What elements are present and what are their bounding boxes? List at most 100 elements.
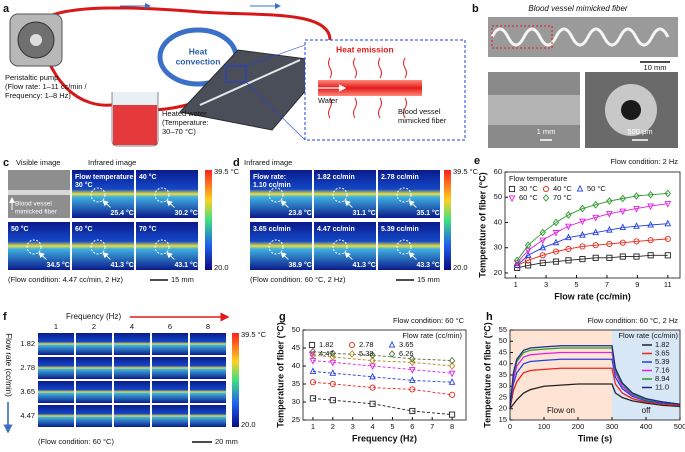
panel-letter: a [3, 3, 10, 15]
tile-label: 1.82 cc/min [317, 174, 355, 181]
marker [539, 243, 547, 251]
marker [606, 225, 613, 233]
roi-arrow [408, 200, 417, 208]
y-axis-label: Temperature of fiber (°C) [477, 172, 487, 277]
colorbar [444, 170, 451, 270]
roi-circle [332, 239, 348, 255]
y-tick-label: 30 [499, 381, 507, 390]
y-tick-label: 45 [499, 347, 507, 356]
marker [619, 239, 626, 246]
x-tick-label: 7 [605, 280, 609, 289]
legend-label: 1.82 [319, 340, 334, 349]
colorbar [232, 333, 239, 427]
shape [328, 97, 407, 119]
colorbar-label: 39.5 °C [214, 167, 240, 176]
series-line [312, 354, 453, 367]
water-label: Water [318, 96, 338, 105]
chart-subtitle: Flow condition: 2 Hz [610, 157, 678, 166]
tile-reading: 34.5 °C [46, 261, 69, 269]
infrared-image [314, 222, 376, 270]
roi-arrow [280, 252, 289, 260]
roi-circle [154, 239, 170, 255]
marker [449, 391, 456, 398]
marker [592, 214, 600, 222]
x-tick-label: 0 [508, 422, 512, 431]
shape [621, 100, 641, 120]
y-tick-label: 25 [292, 415, 300, 424]
y-tick-label: 35 [499, 370, 507, 379]
series-line [312, 397, 453, 416]
infrared-image [114, 381, 150, 403]
y-tick-label: 40 [292, 361, 300, 370]
marker [633, 206, 640, 213]
marker [448, 378, 456, 385]
marker [633, 222, 640, 229]
infrared-image [250, 222, 312, 270]
colorbar [205, 170, 212, 270]
marker [606, 240, 613, 247]
tile-label: 5.39 cc/min [381, 226, 419, 233]
x-tick-label: 5 [390, 422, 394, 431]
x-tick-label: 3 [544, 280, 548, 289]
legend-label: 3.65 [655, 348, 670, 357]
legend-label: 11.0 [655, 382, 669, 391]
y-tick-label: 20 [494, 268, 502, 277]
marker [513, 261, 521, 268]
marker [579, 230, 586, 238]
marker [539, 228, 546, 237]
roi-circle [268, 239, 284, 255]
convection-label: Heat [189, 46, 208, 56]
marker [633, 253, 640, 260]
infrared-image [38, 357, 74, 379]
legend-label: 40 °C [553, 184, 572, 193]
region-label: Flow on [547, 406, 575, 415]
infrared-image [72, 222, 134, 270]
shape [328, 57, 407, 79]
y-tick-label: 45 [292, 343, 300, 352]
roi-arrow [408, 252, 417, 260]
marker [329, 369, 337, 376]
roi-circle [268, 187, 284, 203]
y-tick-label: 50 [499, 336, 507, 345]
shape [488, 17, 678, 57]
shape [490, 27, 670, 47]
infrared-image [152, 405, 188, 427]
micrographs [488, 17, 678, 148]
water-bath-label: 30–70 °C) [162, 127, 196, 136]
scale-label: 500 μm [627, 127, 652, 136]
marker [409, 358, 416, 367]
marker [369, 372, 376, 380]
legend-label: 50 °C [587, 184, 606, 193]
series-line [509, 367, 681, 409]
shape [225, 65, 247, 83]
infrared-image [378, 170, 440, 218]
pump-label: (Flow rate: 1–11 cc/min / [5, 82, 87, 91]
roi-arrow [102, 200, 111, 208]
x-tick-label: 1 [514, 280, 518, 289]
micrograph-title: Blood vessel mimicked fiber [528, 4, 627, 13]
shape [488, 95, 580, 125]
condition-label: (Flow condition: 4.47 cc/min, 2 Hz) [8, 275, 124, 284]
x-tick-label: 9 [635, 280, 639, 289]
water-bath-label: (Temperature: [162, 118, 209, 127]
y-tick-label: 50 [494, 192, 502, 201]
marker [579, 218, 586, 226]
marker [565, 245, 572, 253]
x-tick-label: 7 [430, 422, 434, 431]
marker [329, 380, 336, 388]
marker [565, 211, 572, 219]
marker [606, 197, 613, 205]
marker [542, 185, 550, 193]
marker [369, 356, 376, 365]
legend-label: 8.94 [655, 374, 670, 383]
axis-title: Frequency (Hz) [66, 312, 121, 321]
series-line [312, 381, 453, 396]
x-tick-label: 500 [674, 422, 685, 431]
marker [388, 350, 396, 358]
series-line [509, 358, 681, 409]
tile-label: 3.65 cc/min [253, 226, 291, 233]
roi-arrow [344, 252, 353, 260]
water-bath-label: Heated water [162, 109, 207, 118]
y-tick-label: 25 [499, 392, 507, 401]
shape [199, 59, 301, 106]
